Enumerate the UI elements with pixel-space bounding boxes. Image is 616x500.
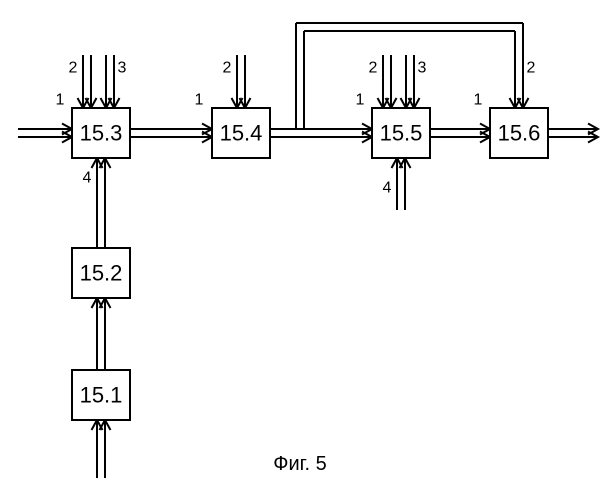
nodes-layer — [72, 108, 548, 420]
edge-label-in-153: 1 — [56, 92, 65, 109]
edge-label-154-155: 1 — [356, 92, 365, 109]
figure-caption: Фиг. 5 — [273, 453, 326, 475]
node-label-n156: 15.6 — [498, 121, 541, 146]
node-label-n151: 15.1 — [80, 383, 123, 408]
edge-label-feedback-156: 2 — [527, 60, 536, 77]
edge-label-top-153-3: 3 — [118, 60, 127, 77]
edge-label-bot-155-4: 4 — [383, 180, 392, 197]
edge-label-153-to-154: 1 — [195, 92, 204, 109]
edge-label-155-to-156: 1 — [474, 92, 483, 109]
node-label-n152: 15.2 — [80, 261, 123, 286]
edge-label-top-154-2: 2 — [223, 60, 232, 77]
edge-label-top-153-2: 2 — [69, 60, 78, 77]
edge-label-top-155-3: 3 — [418, 60, 427, 77]
edge-label-top-155-2: 2 — [369, 60, 378, 77]
node-label-n154: 15.4 — [220, 121, 263, 146]
node-label-n155: 15.5 — [380, 121, 423, 146]
node-label-n153: 15.3 — [80, 121, 123, 146]
block-diagram: 15.315.415.515.615.215.1111232234412 Фиг… — [0, 0, 616, 500]
edge-label-152-to-153: 4 — [83, 170, 92, 187]
